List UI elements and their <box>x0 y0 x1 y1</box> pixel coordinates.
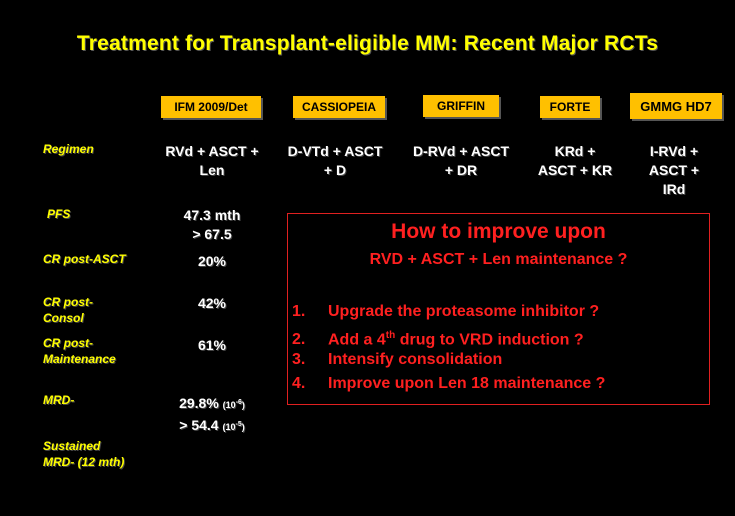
callout-item-1-text: Upgrade the proteasome inhibitor ? <box>328 303 600 320</box>
row-label-cr-consol-line1: CR post- <box>43 295 93 309</box>
regimen-gri-line2: + DR <box>444 162 478 178</box>
callout-item-2-num: 2. <box>292 331 306 349</box>
cr-consol-ifm: 42% <box>197 295 227 311</box>
header-forte: FORTE <box>540 96 600 118</box>
regimen-cas-line1: D-VTd + ASCT <box>287 143 383 159</box>
callout-box <box>287 213 710 405</box>
mrd-ifm-value2: > 54.4 <box>179 417 219 433</box>
header-ifm: IFM 2009/Det <box>161 96 261 118</box>
callout-subheading: RVD + ASCT + Len maintenance ? <box>369 251 628 268</box>
row-label-cr-asct: CR post-ASCT <box>43 252 126 266</box>
callout-item-4-text: Improve upon Len 18 maintenance ? <box>328 375 606 392</box>
callout-item-2: 2. Add a 4th drug to VRD induction ? <box>292 326 584 350</box>
cr-asct-ifm: 20% <box>197 253 227 269</box>
callout-item-1: 1. Upgrade the proteasome inhibitor ? <box>292 302 599 322</box>
mrd-ifm-unit1: (10 <box>222 400 236 410</box>
pfs-ifm-line1: 47.3 mth <box>183 207 241 223</box>
regimen-griffin: D-RVd + ASCT + DR <box>400 142 522 180</box>
callout-item-4: 4. Improve upon Len 18 maintenance ? <box>292 374 605 394</box>
mrd-ifm-paren1: ) <box>241 400 245 410</box>
mrd-ifm-paren2: ) <box>241 422 245 432</box>
mrd-ifm-unit2: (10 <box>222 422 236 432</box>
row-label-cr-maint-line2: Maintenance <box>43 352 116 366</box>
regimen-ifm: RVd + ASCT + Len <box>152 142 272 180</box>
callout-item-2-text-a: Add a 4 <box>328 331 386 349</box>
mrd-ifm-exp1: -6 <box>235 399 242 406</box>
pfs-ifm-line2: > 67.5 <box>192 226 232 242</box>
slide-title: Treatment for Transplant-eligible MM: Re… <box>76 32 659 55</box>
mrd-ifm-value1: 29.8% <box>179 395 219 411</box>
mrd-ifm-line2: > 54.4 (10-5) <box>152 415 272 437</box>
row-label-pfs: PFS <box>47 207 71 221</box>
regimen-ifm-line2: Len <box>199 162 225 178</box>
mrd-ifm: 29.8% (10-6) > 54.4 (10-5) <box>152 393 272 437</box>
row-label-cr-consol: CR post- Consol <box>43 294 93 326</box>
regimen-forte-line1: KRd + <box>554 143 596 159</box>
row-label-sustained: Sustained MRD- (12 mth) <box>43 438 124 470</box>
row-label-regimen: Regimen <box>43 142 94 156</box>
callout-item-1-num: 1. <box>292 303 306 320</box>
callout-item-3: 3. Intensify consolidation <box>292 350 502 370</box>
header-cassiopeia: CASSIOPEIA <box>293 96 385 118</box>
mrd-ifm-threshold2: (10-5) <box>222 421 245 432</box>
regimen-forte-line2: ASCT + KR <box>537 162 613 178</box>
callout-item-3-num: 3. <box>292 351 306 368</box>
regimen-forte: KRd + ASCT + KR <box>525 142 625 180</box>
callout-item-3-text: Intensify consolidation <box>328 351 503 368</box>
mrd-ifm-exp2: -5 <box>235 421 242 428</box>
regimen-gmmg: I-RVd + ASCT + IRd <box>632 142 716 199</box>
callout-item-2-sup: th <box>385 330 396 341</box>
regimen-gri-line1: D-RVd + ASCT <box>412 143 510 159</box>
regimen-ifm-line1: RVd + ASCT + <box>165 143 259 159</box>
header-gmmg: GMMG HD7 <box>630 93 722 119</box>
regimen-gmmg-line3: IRd <box>662 181 686 197</box>
pfs-ifm: 47.3 mth > 67.5 <box>152 206 272 244</box>
regimen-cassiopeia: D-VTd + ASCT + D <box>275 142 395 180</box>
row-label-mrd: MRD- <box>43 393 75 407</box>
row-label-cr-maint-line1: CR post- <box>43 336 93 350</box>
callout-item-2-text-b: drug to VRD induction ? <box>395 331 584 349</box>
cr-maint-ifm: 61% <box>197 337 227 353</box>
mrd-ifm-threshold1: (10-6) <box>222 399 245 410</box>
row-label-cr-consol-line2: Consol <box>43 311 84 325</box>
regimen-cas-line2: + D <box>323 162 347 178</box>
regimen-gmmg-line1: I-RVd + <box>649 143 699 159</box>
mrd-ifm-line1: 29.8% (10-6) <box>152 393 272 415</box>
callout-heading: How to improve upon <box>391 220 606 243</box>
header-griffin: GRIFFIN <box>423 95 499 117</box>
row-label-sustained-line2: MRD- (12 mth) <box>43 455 125 469</box>
row-label-cr-maint: CR post- Maintenance <box>43 335 116 367</box>
regimen-gmmg-line2: ASCT + <box>648 162 700 178</box>
callout-item-4-num: 4. <box>292 375 306 392</box>
row-label-sustained-line1: Sustained <box>43 439 101 453</box>
